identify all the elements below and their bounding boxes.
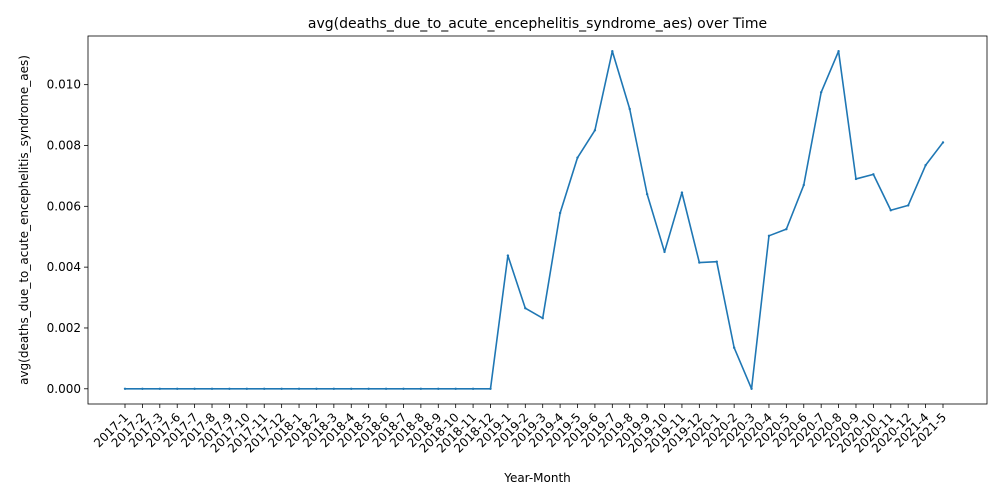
x-axis-label: Year-Month [503, 471, 571, 485]
y-tick-label: 0.004 [47, 260, 81, 274]
data-point [628, 107, 631, 111]
data-point [837, 50, 840, 53]
data-point [593, 129, 597, 132]
data-point [437, 387, 440, 390]
data-point [193, 387, 196, 390]
data-point [750, 387, 753, 390]
data-point [263, 387, 266, 390]
series-line [125, 50, 944, 390]
data-point [785, 227, 788, 231]
data-point [541, 317, 544, 320]
data-point [802, 183, 805, 187]
data-point [906, 204, 910, 207]
data-point [402, 387, 405, 390]
data-point [332, 387, 336, 390]
y-tick-label: 0.006 [47, 199, 81, 213]
data-point [506, 254, 510, 257]
data-point [872, 173, 875, 176]
data-point [854, 177, 858, 181]
data-point [941, 141, 945, 144]
series-layer [123, 50, 945, 390]
plot-area [87, 35, 988, 405]
data-point [315, 387, 318, 390]
data-point [767, 234, 771, 238]
data-point [245, 387, 249, 390]
data-point [524, 306, 527, 310]
data-point [819, 91, 823, 94]
data-point [680, 191, 684, 194]
data-point [471, 387, 475, 390]
data-point [889, 209, 892, 212]
data-point [732, 346, 736, 349]
data-point [297, 387, 301, 390]
data-point [611, 50, 614, 53]
data-point [176, 387, 179, 390]
data-point [698, 261, 701, 264]
data-point [350, 387, 353, 390]
data-point [384, 387, 388, 390]
data-point [558, 211, 562, 215]
data-point [419, 387, 423, 390]
data-point [715, 260, 718, 263]
data-point [663, 250, 666, 254]
y-axis: 0.000 0.002 0.004 0.006 0.008 0.010 [47, 78, 88, 396]
data-point [367, 387, 370, 390]
y-axis-label: avg(deaths_due_to_acute_encephelitis_syn… [17, 55, 31, 385]
y-tick-label: 0.000 [47, 382, 81, 396]
data-point [123, 387, 127, 390]
data-point [141, 387, 144, 390]
data-point [228, 387, 231, 390]
y-tick-label: 0.002 [47, 321, 81, 335]
data-point [158, 387, 162, 390]
chart-title: avg(deaths_due_to_acute_encephelitis_syn… [308, 16, 767, 32]
data-point [454, 387, 457, 390]
data-point [280, 387, 283, 390]
data-point [210, 387, 214, 390]
data-point [924, 164, 927, 167]
data-point [489, 387, 492, 390]
data-point [645, 192, 649, 196]
y-tick-label: 0.008 [47, 138, 81, 152]
x-axis: 2017-12017-22017-32017-62017-72017-82017… [91, 404, 949, 456]
data-point [576, 156, 579, 159]
y-tick-label: 0.010 [47, 78, 81, 92]
